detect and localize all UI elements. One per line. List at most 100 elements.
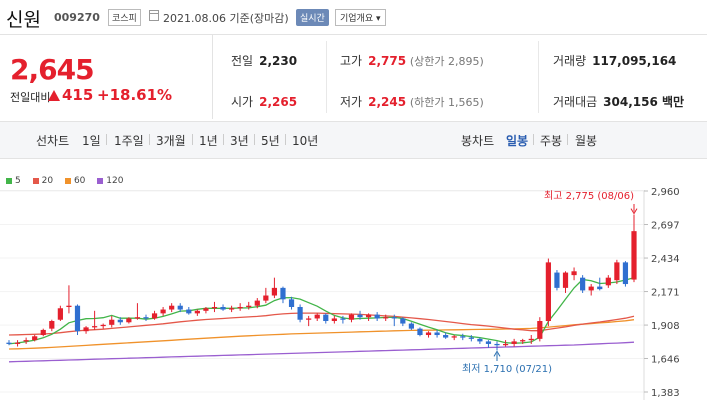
candle-body — [126, 318, 132, 323]
tab-line-chart[interactable]: 선차트 — [36, 134, 70, 148]
candle-body — [622, 262, 629, 285]
candle-body — [160, 309, 166, 314]
candle-body — [151, 313, 158, 319]
market-badge: 코스피 — [108, 9, 141, 26]
change-label: 전일대비 — [10, 91, 51, 104]
candle-body — [297, 306, 303, 320]
candle-body — [485, 341, 492, 344]
candle-body — [23, 340, 29, 342]
candle-body — [280, 287, 286, 300]
stat-label: 거래대금 — [553, 95, 598, 109]
legend-label: 5 — [15, 176, 21, 186]
stock-header: 신원 009270 코스피 2021.08.06 기준(장마감) 실시간 기업개… — [0, 0, 707, 35]
legend-ma120: 120 — [97, 176, 123, 186]
candle-body — [383, 317, 389, 319]
calendar-icon — [149, 10, 159, 21]
legend-label: 120 — [106, 176, 124, 186]
candle-body — [348, 314, 355, 320]
candle-body — [357, 314, 363, 318]
y-tick-label: 2,697 — [651, 221, 680, 232]
moving-average-lines — [8, 277, 635, 363]
candle-body — [186, 309, 192, 314]
candle-body — [271, 287, 278, 296]
candle-body — [288, 299, 295, 307]
company-overview-dropdown[interactable]: 기업개요 ▾ — [335, 9, 386, 26]
legend-ma20: 20 — [32, 176, 54, 186]
low-annotation: 최저 1,710 (07/21) — [462, 363, 552, 375]
up-arrow-icon — [48, 90, 60, 101]
candle-body — [83, 327, 89, 332]
y-tick-label: 2,960 — [651, 187, 680, 198]
candle-body — [117, 319, 123, 323]
upper-limit: (상한가 2,895) — [409, 55, 484, 68]
stock-code: 009270 — [54, 11, 100, 24]
price-summary: 2,645 전일대비 415 +18.61% — [0, 35, 212, 119]
stock-name: 신원 — [6, 9, 41, 31]
candle-body — [502, 343, 509, 346]
candle-body — [229, 308, 235, 310]
stat-value: 2,245 — [368, 95, 407, 109]
ma120-line — [8, 341, 635, 363]
candle-body — [331, 318, 337, 322]
candle-body — [631, 231, 637, 280]
legend-swatch — [64, 177, 71, 184]
ma-legend: 5 20 60 120 — [6, 176, 132, 186]
legend-label: 20 — [41, 176, 54, 186]
y-tick-label: 1,908 — [651, 321, 680, 332]
tab-candle-chart[interactable]: 봉차트 — [461, 134, 495, 148]
tab-1-day[interactable]: 1일 — [82, 134, 101, 148]
stat-label: 시가 — [231, 95, 254, 109]
high-arrow-icon — [630, 208, 638, 215]
tab-divider — [192, 134, 193, 145]
candle-body — [443, 335, 449, 338]
tab-1-week[interactable]: 1주일 — [114, 134, 144, 148]
candle-body — [520, 340, 526, 342]
tab-daily[interactable]: 일봉 — [506, 134, 529, 148]
candle-body — [588, 286, 594, 291]
divider — [326, 41, 327, 113]
candle-body — [100, 324, 106, 327]
stat-low: 저가 2,245 (하한가 1,565) — [340, 93, 484, 110]
legend-label: 60 — [73, 176, 86, 186]
candle-body — [494, 343, 500, 346]
candle-body — [66, 305, 72, 307]
candle-body — [434, 332, 440, 336]
y-axis: 1,383 1,646 1,908 2,171 2,434 2,697 2,960 — [643, 187, 680, 400]
candle-body — [597, 286, 603, 290]
legend-ma5: 5 — [6, 176, 21, 186]
candles — [6, 214, 637, 351]
grid-lines — [0, 190, 644, 393]
tab-divider — [223, 134, 224, 145]
tab-10-years[interactable]: 10년 — [292, 134, 319, 148]
candle-body — [408, 323, 414, 329]
tab-monthly[interactable]: 월봉 — [575, 134, 598, 148]
tab-3-years[interactable]: 3년 — [230, 134, 249, 148]
candle-body — [400, 318, 406, 324]
tab-weekly[interactable]: 주봉 — [540, 134, 563, 148]
stat-prev-close: 전일 2,230 — [231, 52, 297, 69]
legend-swatch — [6, 177, 12, 184]
candle-body — [580, 277, 586, 291]
realtime-button[interactable]: 실시간 — [296, 9, 329, 26]
candle-body — [554, 272, 560, 288]
tab-5-years[interactable]: 5년 — [261, 134, 280, 148]
candle-body — [203, 308, 209, 311]
candle-body — [340, 318, 346, 320]
stat-value: 117,095,164 — [592, 54, 677, 68]
candle-body — [528, 338, 534, 341]
legend-ma60: 60 — [64, 176, 86, 186]
high-annotation: 최고 2,775 (08/06) — [544, 190, 634, 202]
candle-body — [468, 337, 474, 339]
candle-body — [177, 305, 183, 310]
candle-body — [425, 332, 432, 336]
candle-body — [49, 321, 55, 329]
tab-1-year[interactable]: 1년 — [199, 134, 218, 148]
tab-3-months[interactable]: 3개월 — [156, 134, 186, 148]
stat-label: 전일 — [231, 54, 254, 68]
candle-body — [460, 336, 466, 338]
price-stats: 전일 2,230 고가 2,775 (상한가 2,895) 거래량 117,095,1… — [212, 35, 707, 119]
candle-body — [365, 314, 372, 318]
stat-value: 304,156 백만 — [603, 95, 685, 109]
tab-divider — [149, 134, 150, 145]
